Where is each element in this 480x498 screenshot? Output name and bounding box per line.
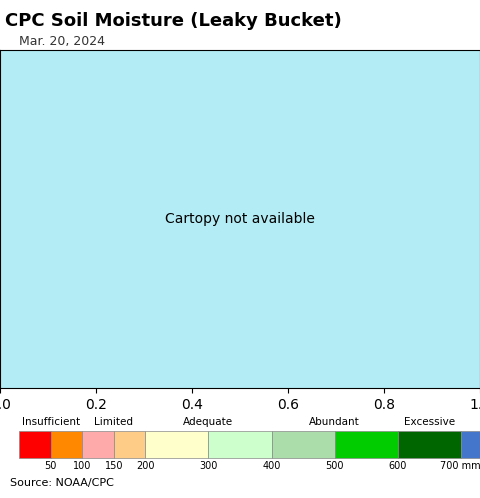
- Text: Cartopy not available: Cartopy not available: [165, 212, 315, 226]
- Text: 100: 100: [73, 461, 92, 471]
- Text: Abundant: Abundant: [309, 417, 360, 427]
- Text: Insufficient: Insufficient: [22, 417, 80, 427]
- Text: Adequate: Adequate: [183, 417, 233, 427]
- Bar: [335, 431, 398, 458]
- Bar: [208, 431, 272, 458]
- Text: 200: 200: [136, 461, 155, 471]
- Bar: [82, 431, 114, 458]
- Bar: [114, 431, 145, 458]
- Bar: [461, 431, 480, 458]
- Text: Limited: Limited: [95, 417, 133, 427]
- Text: 300: 300: [199, 461, 217, 471]
- Text: CPC Soil Moisture (Leaky Bucket): CPC Soil Moisture (Leaky Bucket): [5, 12, 342, 30]
- Text: 500: 500: [325, 461, 344, 471]
- Bar: [398, 431, 461, 458]
- Text: Source: NOAA/CPC: Source: NOAA/CPC: [10, 478, 113, 488]
- Bar: [145, 431, 208, 458]
- Text: Excessive: Excessive: [404, 417, 455, 427]
- Bar: [51, 431, 82, 458]
- Bar: [19, 431, 51, 458]
- Bar: [272, 431, 335, 458]
- Text: 700 mm: 700 mm: [441, 461, 480, 471]
- Text: 400: 400: [263, 461, 281, 471]
- Text: 150: 150: [105, 461, 123, 471]
- Text: 50: 50: [45, 461, 57, 471]
- Text: 600: 600: [388, 461, 407, 471]
- Text: Mar. 20, 2024: Mar. 20, 2024: [19, 35, 105, 48]
